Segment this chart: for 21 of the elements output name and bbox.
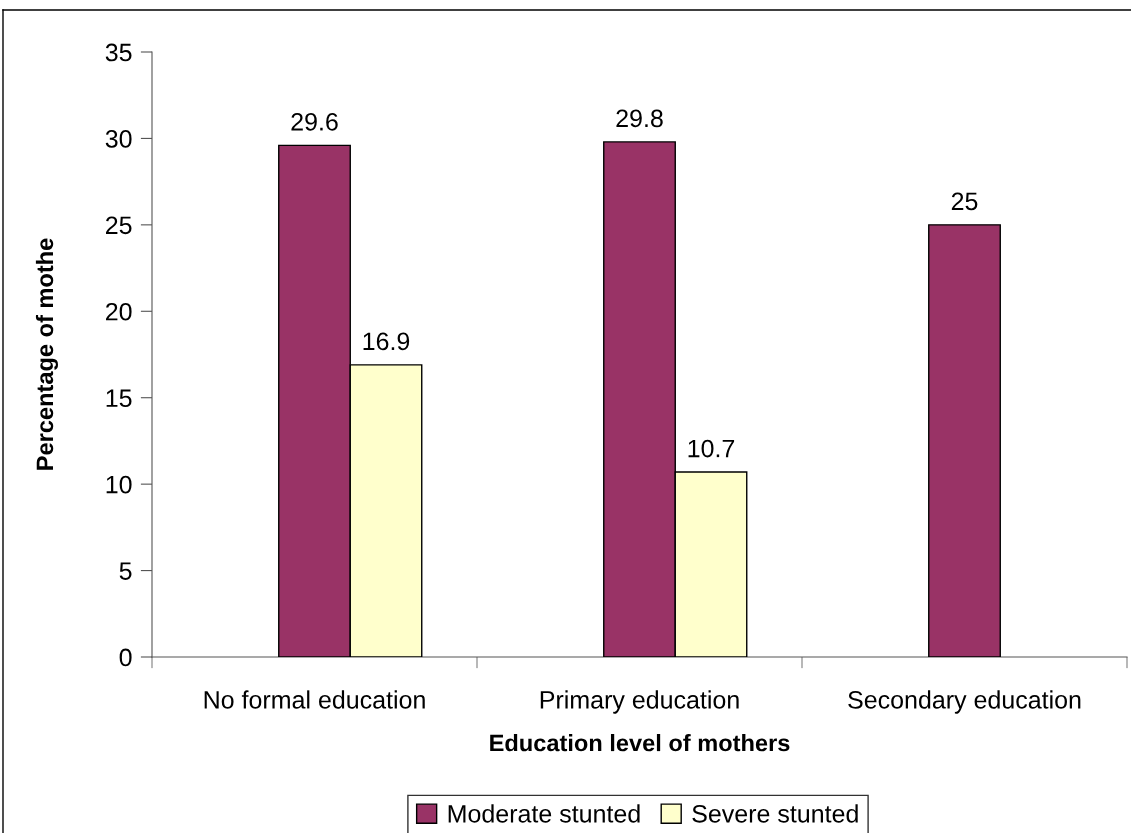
y-tick-label: 20 [106,302,132,321]
y-tick-label: 5 [119,562,132,580]
y-tick-label: 35 [105,43,132,62]
data-label: 16.9 [363,332,410,351]
y-tick-label: 0 [119,648,132,667]
y-tick-label: 10 [106,475,132,494]
legend-label: Moderate stunted [448,804,640,823]
y-tick-label: 15 [106,389,132,408]
x-tick-label: No formal education [204,690,425,709]
y-tick-label: 25 [106,216,132,235]
x-tick-label: Primary education [540,690,739,714]
data-label: 29.8 [616,109,663,128]
x-tick-label: Secondary education [848,690,1081,714]
data-label: 10.7 [688,439,735,458]
data-label: 25 [951,192,978,211]
x-axis-title: Education level of mothers [490,734,790,752]
legend-label: Severe stunted [692,804,858,823]
bar [928,224,1001,657]
data-label: 29.6 [291,112,338,131]
y-tick-label: 30 [105,130,132,148]
y-axis-title: Percentage of mothe [35,238,58,470]
